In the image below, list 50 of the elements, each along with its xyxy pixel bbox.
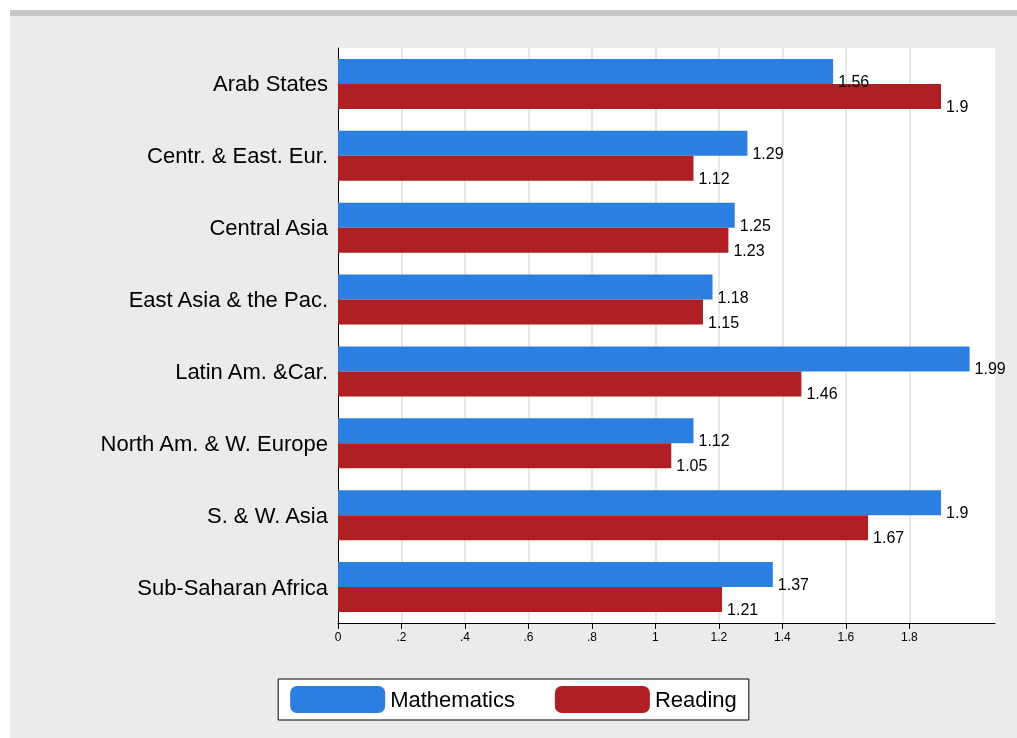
y-tick-label: Central Asia	[209, 215, 329, 241]
y-tick-label: East Asia & the Pac.	[128, 287, 328, 313]
y-tick-label: North Am. & W. Europe	[100, 430, 328, 456]
y-tick-label: S. & W. Asia	[206, 502, 329, 528]
data-label: 1.12	[698, 169, 730, 187]
bar	[338, 274, 713, 300]
bar	[338, 155, 694, 181]
data-label: 1.15	[708, 313, 740, 331]
x-tick-label: 1	[652, 630, 660, 644]
x-tick-label: 1.6	[837, 630, 855, 644]
data-label: 1.29	[752, 144, 784, 162]
data-label: 1.25	[739, 216, 771, 234]
y-tick-label: Latin Am. &Car.	[175, 358, 328, 384]
data-label: 1.67	[873, 529, 905, 547]
x-tick-label: 1.8	[900, 630, 918, 644]
data-label: 1.9	[946, 504, 969, 522]
legend-label: Mathematics	[390, 687, 515, 712]
x-tick-label: 1.4	[774, 630, 792, 644]
data-label: 1.21	[727, 601, 759, 619]
bar	[338, 130, 748, 156]
bar	[338, 443, 672, 469]
data-label: 1.12	[698, 432, 730, 450]
data-label: 1.05	[676, 457, 708, 475]
bar	[338, 202, 735, 228]
x-tick-label: .2	[396, 630, 407, 644]
data-label: 1.46	[806, 385, 838, 403]
data-label: 1.9	[946, 97, 969, 115]
x-tick-label: .6	[523, 630, 534, 644]
bar	[338, 58, 834, 84]
bar	[338, 418, 694, 444]
bar	[338, 371, 802, 397]
x-tick-label: .8	[586, 630, 598, 644]
x-tick-label: 0	[334, 630, 342, 644]
data-label: 1.23	[733, 241, 765, 259]
bar	[338, 490, 942, 516]
y-tick-label: Sub-Saharan Africa	[137, 574, 329, 600]
bar	[338, 299, 703, 325]
data-label: 1.18	[717, 288, 749, 306]
x-tick-label: .4	[459, 630, 471, 644]
x-tick-label: 1.2	[710, 630, 728, 644]
legend-label: Reading	[654, 687, 737, 712]
data-label: 1.37	[777, 576, 810, 594]
y-tick-label: Arab States	[213, 71, 328, 97]
bar	[338, 515, 869, 541]
bar	[338, 346, 970, 372]
data-label: 1.99	[974, 360, 1006, 378]
y-tick-label: Centr. & East. Eur.	[147, 143, 328, 169]
bar	[338, 562, 773, 588]
bar	[338, 587, 723, 613]
bar	[338, 227, 729, 253]
